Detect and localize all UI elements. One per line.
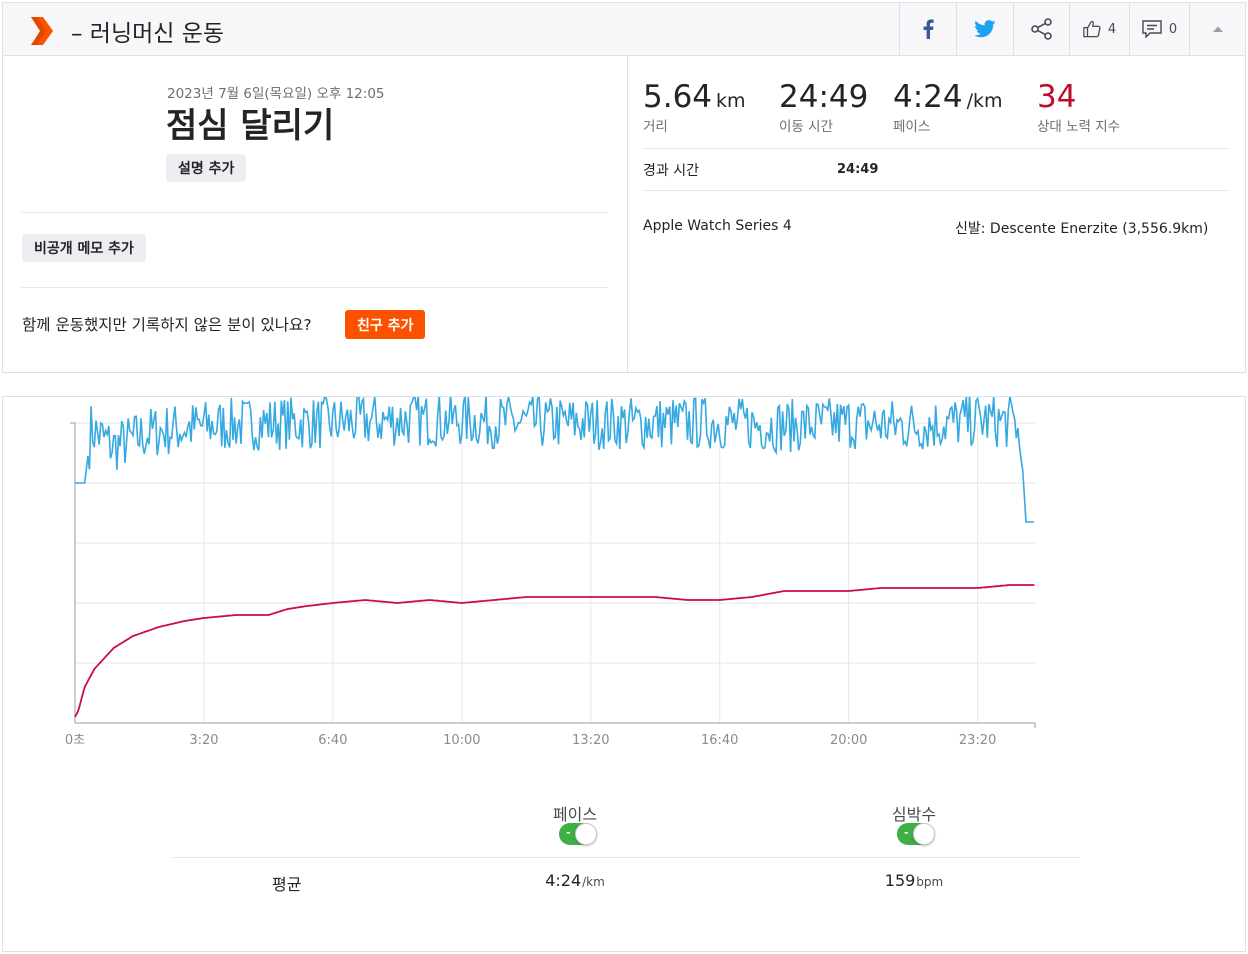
collapse-button[interactable] <box>1189 3 1245 55</box>
average-pace-value: 4:24 <box>545 871 582 890</box>
x-tick-label: 23:20 <box>959 733 996 748</box>
pace-value: 4:24 <box>893 79 963 115</box>
add-description-button[interactable]: 설명 추가 <box>166 154 247 182</box>
heart-rate-series-line <box>74 584 1035 718</box>
activity-summary: 2023년 7월 6일(목요일) 오후 12:05 점심 달리기 설명 추가 비… <box>2 56 1246 373</box>
stat-relative-effort[interactable]: 34 상대 노력 지수 <box>1037 79 1120 135</box>
twitter-icon <box>974 20 996 38</box>
thumbs-up-icon <box>1083 20 1101 38</box>
column-divider <box>627 56 628 372</box>
elapsed-time-label: 경과 시간 <box>643 163 699 179</box>
share-icon <box>1030 18 1052 40</box>
shoes-info[interactable]: 신발: Descente Enerzite (3,556.9km) <box>955 221 1209 237</box>
divider <box>643 190 1229 191</box>
analysis-chart-panel: 0초 3:20 6:40 10:00 13:20 16:40 20:00 23:20 페이스 … <box>2 396 1246 952</box>
x-tick-label: 10:00 <box>443 733 480 748</box>
legend-pace-label: 페이스 <box>552 805 598 824</box>
average-heart-unit: bpm <box>916 875 944 889</box>
divider <box>21 287 607 288</box>
add-friends-button[interactable]: 친구 추가 <box>345 310 426 339</box>
caret-up-icon <box>1212 26 1223 32</box>
pace-heartrate-chart[interactable]: 0초 3:20 6:40 10:00 13:20 16:40 20:00 23:20 <box>3 397 1245 777</box>
distance-label: 거리 <box>643 119 668 135</box>
legend-heart-label: 심박수 <box>891 805 937 824</box>
comment-icon <box>1142 20 1162 38</box>
twitter-share-button[interactable] <box>956 3 1013 55</box>
activity-date: 2023년 7월 6일(목요일) 오후 12:05 <box>167 86 385 102</box>
divider <box>172 857 1080 858</box>
relative-effort-value: 34 <box>1037 79 1077 115</box>
kudos-count: 4 <box>1107 21 1117 37</box>
divider <box>21 212 607 213</box>
stat-pace: 4:24/km 페이스 <box>893 79 1003 135</box>
pace-unit: /km <box>966 90 1003 112</box>
average-label: 평균 <box>272 875 302 894</box>
header-actions: 4 0 <box>899 3 1245 55</box>
average-pace: 4:24/km <box>545 871 605 890</box>
page-title: – 러닝머신 운동 <box>71 21 225 47</box>
average-heart-rate: 159bpm <box>885 871 943 890</box>
x-tick-label: 20:00 <box>830 733 867 748</box>
average-heart-value: 159 <box>884 871 916 890</box>
activity-name: 점심 달리기 <box>166 106 335 146</box>
kudos-button[interactable]: 4 <box>1069 3 1129 55</box>
distance-unit: km <box>716 90 746 112</box>
pace-toggle[interactable]: - <box>559 823 597 845</box>
activity-header: – 러닝머신 운동 4 0 <box>2 2 1246 56</box>
stat-moving-time: 24:49 이동 시간 <box>779 79 868 135</box>
stat-distance: 5.64 km 거리 <box>643 79 746 135</box>
x-tick-label: 13:20 <box>572 733 609 748</box>
x-tick-label: 3:20 <box>189 733 218 748</box>
moving-time-value: 24:49 <box>779 79 869 115</box>
friends-question: 함께 운동했지만 기록하지 않은 분이 있나요? <box>22 316 312 334</box>
toggle-knob <box>913 823 935 845</box>
moving-time-label: 이동 시간 <box>779 119 833 135</box>
toggle-knob <box>575 823 597 845</box>
pace-label: 페이스 <box>893 119 931 135</box>
x-tick-label: 16:40 <box>701 733 738 748</box>
strava-logo-icon[interactable] <box>29 17 55 45</box>
facebook-share-button[interactable] <box>899 3 956 55</box>
relative-effort-label: 상대 노력 지수 <box>1037 119 1121 135</box>
heart-rate-toggle[interactable]: - <box>897 823 935 845</box>
distance-value: 5.64 <box>643 79 713 115</box>
device-name: Apple Watch Series 4 <box>643 218 792 234</box>
toggle-mark: - <box>566 826 571 839</box>
average-pace-unit: /km <box>582 875 605 889</box>
share-button[interactable] <box>1013 3 1069 55</box>
toggle-mark: - <box>904 826 909 839</box>
add-private-note-button[interactable]: 비공개 메모 추가 <box>22 234 146 262</box>
pace-series-line <box>75 397 1034 523</box>
facebook-icon <box>923 19 934 39</box>
comment-count: 0 <box>1168 21 1178 37</box>
comments-button[interactable]: 0 <box>1129 3 1189 55</box>
divider <box>643 148 1229 149</box>
elapsed-time-value: 24:49 <box>837 162 879 177</box>
x-tick-label: 0초 <box>65 733 85 748</box>
x-tick-label: 6:40 <box>318 733 347 748</box>
